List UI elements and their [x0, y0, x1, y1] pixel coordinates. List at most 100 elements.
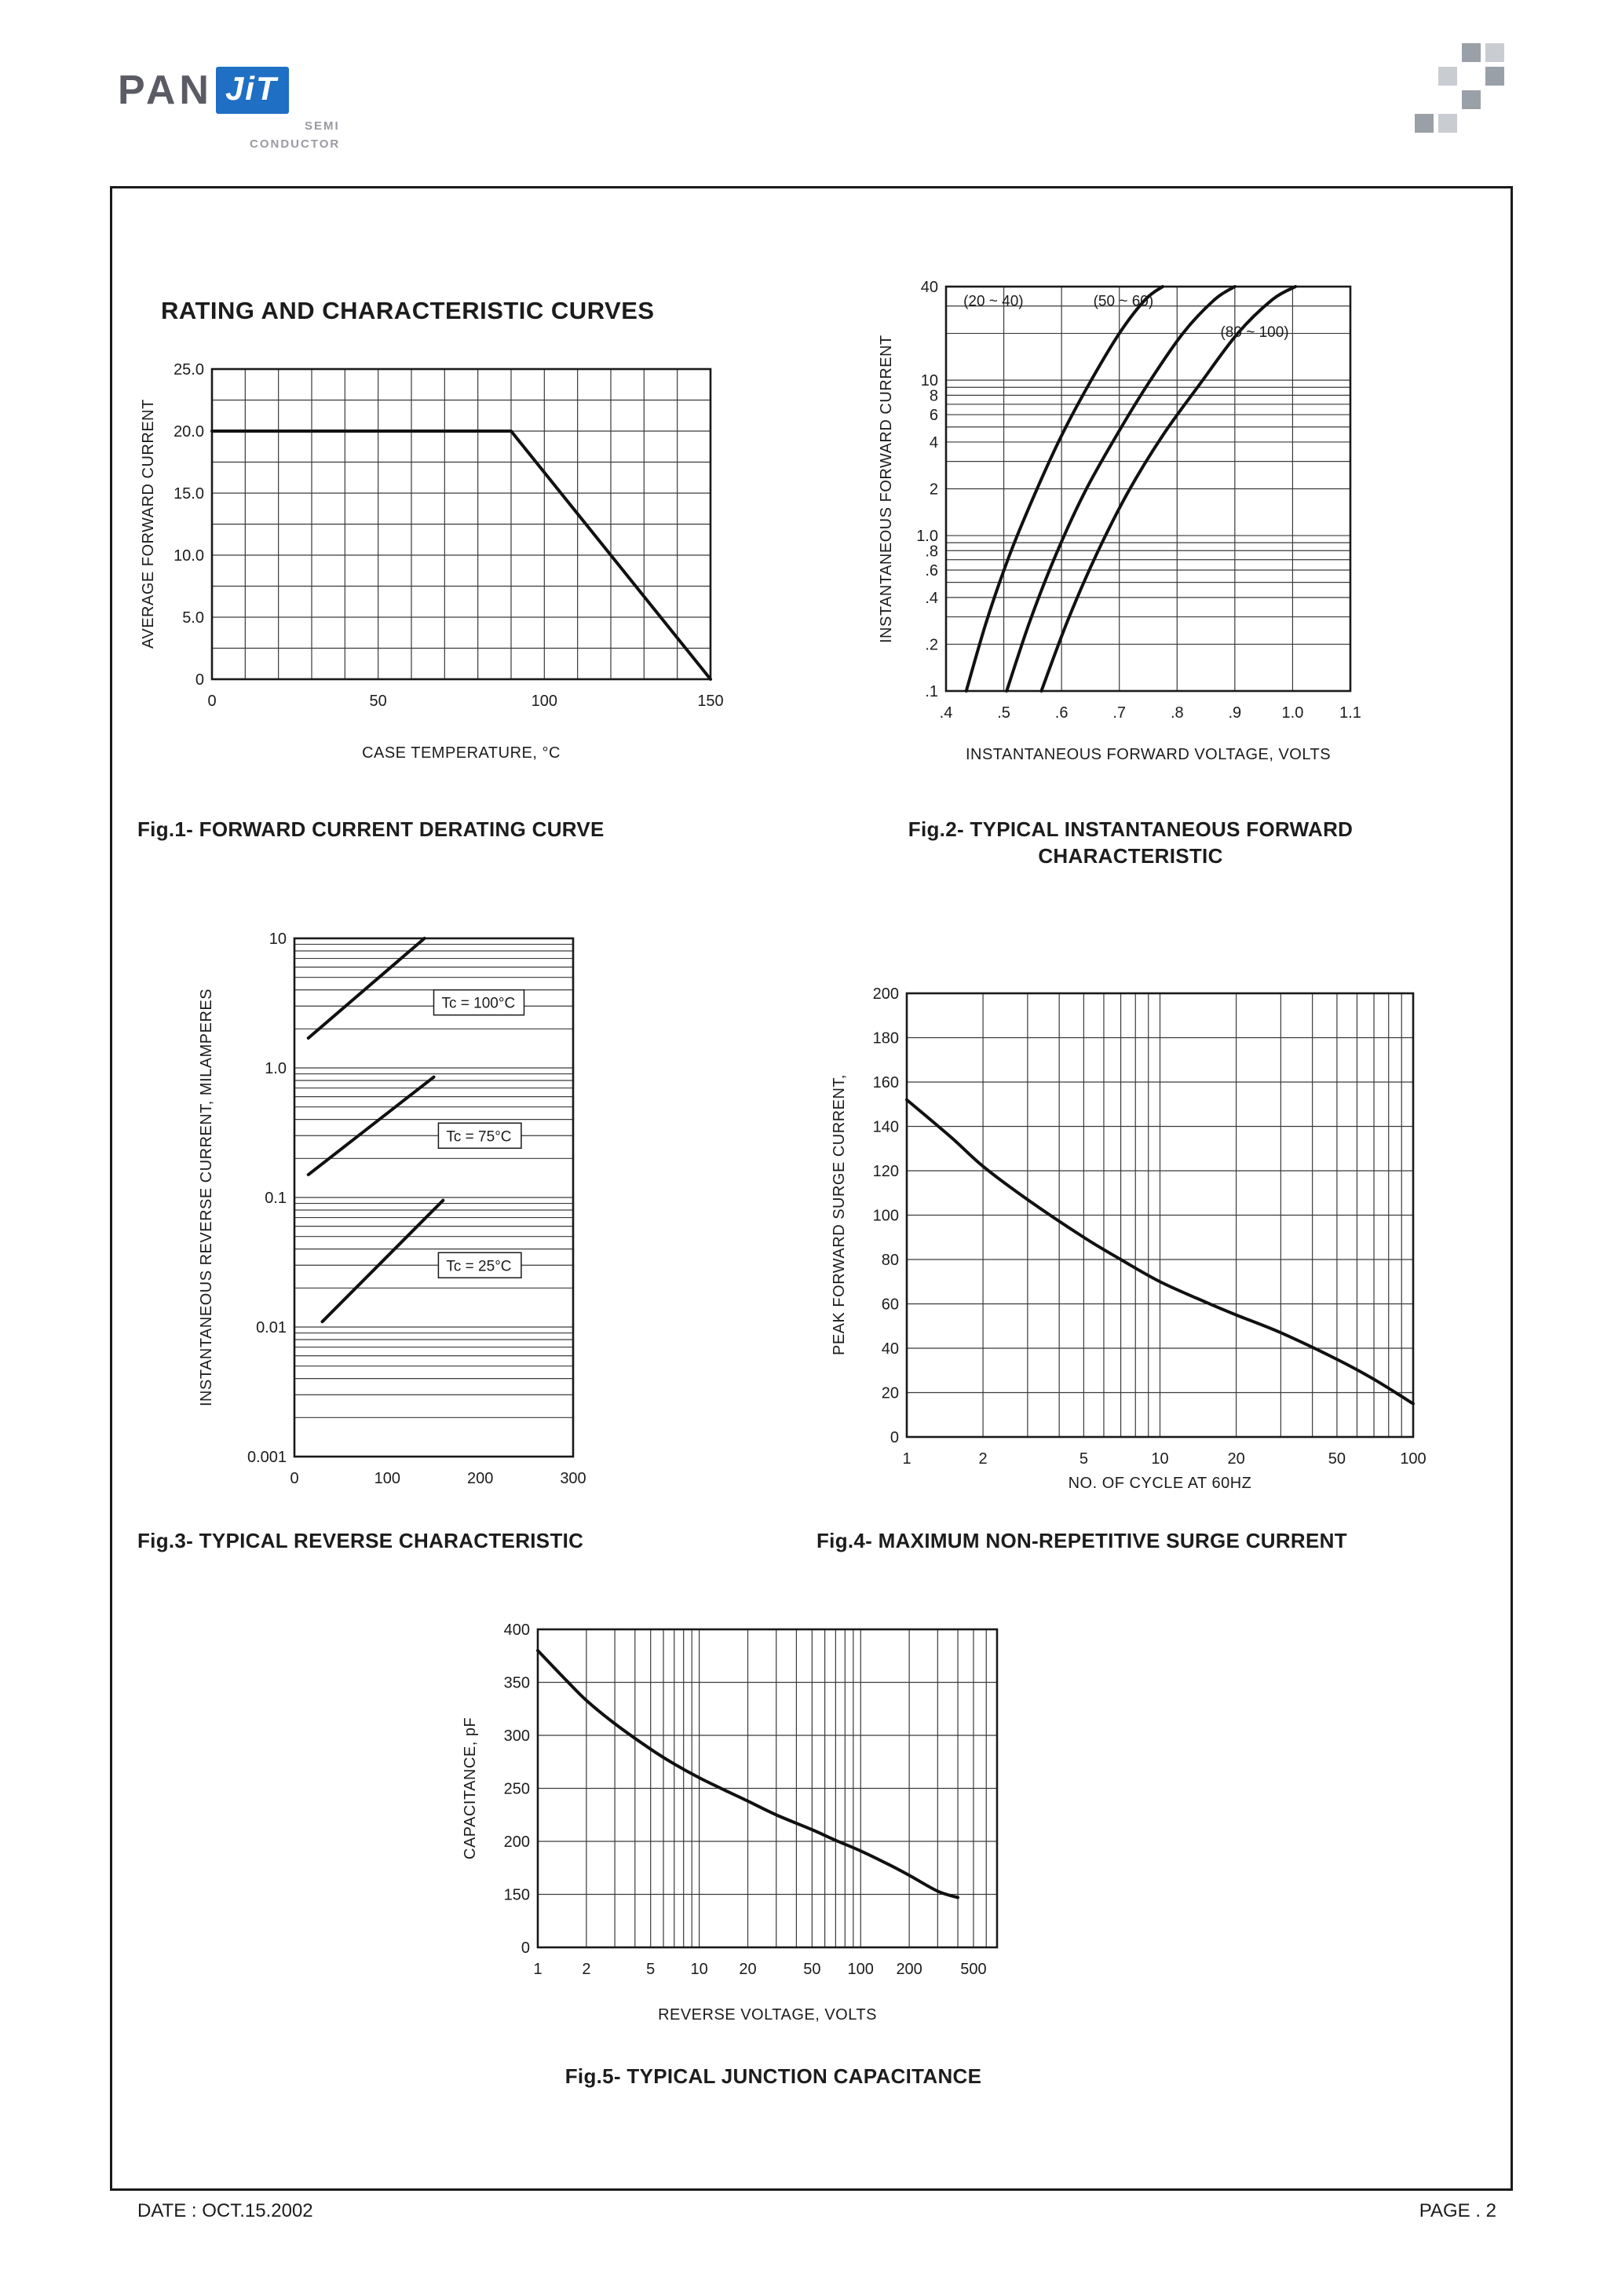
- logo-sub-semi: SEMI: [305, 119, 340, 133]
- x-tick-label: 50: [803, 1961, 820, 1978]
- x-tick-label: .8: [1171, 704, 1184, 722]
- y-tick-label: 100: [873, 1208, 899, 1225]
- y-tick-label: 200: [504, 1834, 530, 1851]
- decor-square: [1438, 67, 1457, 86]
- y-tick-label: 160: [873, 1074, 899, 1091]
- logo-text-pan: PAN: [118, 68, 213, 113]
- x-tick-label: 0: [207, 693, 216, 710]
- x-tick-label: 2: [979, 1450, 988, 1468]
- x-tick-label: 50: [370, 693, 387, 710]
- decor-square: [1462, 43, 1481, 62]
- y-tick-label: 180: [873, 1030, 899, 1047]
- x-tick-label: 100: [532, 693, 557, 710]
- curve-label: Tc = 25°C: [446, 1258, 511, 1274]
- x-tick-label: .7: [1112, 704, 1126, 722]
- curve-label: (50 ~ 60): [1094, 294, 1154, 310]
- logo-text-jit: JiT: [215, 67, 289, 114]
- fig4-plot: 1 2 5 10 20 50 100 0 20 40 60 80 100 120 140 160 180 200: [873, 985, 1427, 1468]
- fig2-x-axis-label: INSTANTANEOUS FORWARD VOLTAGE, VOLTS: [965, 746, 1332, 763]
- y-tick-label: 2: [930, 481, 938, 499]
- panjit-logo: PAN JiT: [118, 67, 289, 114]
- y-tick-label: .6: [925, 562, 938, 579]
- y-tick-label: 10: [269, 930, 287, 948]
- y-tick-label: 10: [921, 372, 938, 389]
- x-tick-label: 200: [896, 1961, 922, 1978]
- x-tick-label: 100: [374, 1470, 400, 1487]
- curve-derating-curve: [210, 430, 712, 681]
- y-tick-label: 5.0: [182, 609, 204, 627]
- decor-square: [1415, 114, 1434, 133]
- y-tick-label: 0.1: [265, 1190, 287, 1207]
- plot-frame: [293, 937, 575, 1458]
- x-tick-label: 100: [848, 1961, 874, 1978]
- fig5-plot: 1 2 5 10 20 50 100 200 500 0 150 200 250 300 350 400: [504, 1621, 999, 1978]
- x-tick-label: .5: [997, 704, 1010, 722]
- y-tick-label: .1: [925, 683, 938, 700]
- y-tick-label: 0: [521, 1940, 530, 1957]
- page-title: RATING AND CHARACTERISTIC CURVES: [161, 297, 655, 324]
- x-tick-label: .4: [940, 704, 953, 722]
- y-tick-label: 25.0: [174, 361, 204, 378]
- x-tick-label: 10: [1151, 1450, 1168, 1468]
- curve-junction-capacitance: [536, 1649, 960, 1899]
- footer-page-number: PAGE . 2: [1419, 2200, 1496, 2221]
- logo-sub-conductor: CONDUCTOR: [250, 137, 341, 151]
- plot-frame: [536, 1628, 999, 1949]
- x-tick-label: 1: [902, 1450, 911, 1468]
- y-tick-label: 20.0: [174, 423, 204, 441]
- fig4-caption: Fig.4- MAXIMUM NON-REPETITIVE SURGE CURR…: [816, 1529, 1347, 1552]
- y-tick-label: .8: [925, 543, 938, 560]
- x-tick-label: 1.0: [1282, 704, 1304, 722]
- fig1-x-axis-label: CASE TEMPERATURE, °C: [362, 744, 561, 762]
- plot-frame: [905, 992, 1415, 1439]
- y-tick-label: 40: [921, 279, 938, 296]
- y-tick-label: .4: [925, 590, 938, 607]
- curve-vf-20-40: [964, 285, 1164, 693]
- footer-date: DATE : OCT.15.2002: [137, 2200, 313, 2221]
- y-tick-label: 140: [873, 1119, 899, 1136]
- y-tick-label: 4: [930, 434, 938, 452]
- y-tick-label: 20: [882, 1385, 899, 1402]
- y-tick-label: 0.01: [256, 1319, 287, 1336]
- y-tick-label: 0: [890, 1429, 899, 1446]
- curve-label: Tc = 100°C: [442, 996, 516, 1012]
- fig4-x-axis-label: NO. OF CYCLE AT 60HZ: [1068, 1475, 1252, 1492]
- x-tick-label: .6: [1055, 704, 1069, 722]
- curve-label-box: [437, 1122, 522, 1150]
- y-tick-label: 400: [504, 1621, 530, 1639]
- fig3-plot: 0 100 200 300 0.001 0.01 0.1 1.0 10 Tc = 100°C Tc …: [247, 930, 586, 1487]
- curve-ir-100c: [306, 937, 426, 1040]
- curve-ir-25c: [320, 1198, 445, 1324]
- y-tick-label: 8: [930, 387, 938, 404]
- curve-label-box: [437, 1252, 522, 1279]
- fig5-x-axis-label: REVERSE VOLTAGE, VOLTS: [658, 2006, 877, 2024]
- plot-frame: [944, 285, 1352, 693]
- decor-square: [1438, 114, 1457, 133]
- curve-vf-50-60: [1005, 285, 1237, 693]
- y-tick-label: 1.0: [265, 1060, 287, 1077]
- y-tick-label: 80: [882, 1252, 899, 1269]
- curve-label: (80 ~ 100): [1220, 324, 1288, 341]
- x-tick-label: 5: [1080, 1450, 1088, 1468]
- y-tick-label: 300: [504, 1727, 530, 1745]
- y-tick-label: 40: [882, 1340, 899, 1358]
- y-tick-label: 10.0: [174, 547, 204, 565]
- fig2-plot: .4.5.6.7.8.9 1.0 1.1.1.2.4.6.81.024681040(…: [916, 279, 1361, 722]
- curve-vf-80-100: [1039, 285, 1298, 693]
- x-tick-label: 500: [960, 1961, 986, 1978]
- x-tick-label: 20: [739, 1961, 756, 1978]
- x-tick-label: 2: [582, 1961, 590, 1978]
- x-tick-label: 100: [1400, 1450, 1426, 1468]
- y-tick-label: 6: [930, 407, 938, 424]
- x-tick-label: 200: [467, 1470, 493, 1487]
- y-tick-label: 120: [873, 1163, 899, 1180]
- x-tick-label: 1: [533, 1961, 542, 1978]
- x-tick-label: 20: [1227, 1450, 1244, 1468]
- decor-square: [1462, 90, 1481, 109]
- x-tick-label: .9: [1229, 704, 1242, 722]
- x-tick-label: 10: [690, 1961, 707, 1978]
- y-tick-label: 15.0: [174, 485, 204, 503]
- x-tick-label: 300: [560, 1470, 586, 1487]
- x-tick-label: 150: [697, 693, 723, 710]
